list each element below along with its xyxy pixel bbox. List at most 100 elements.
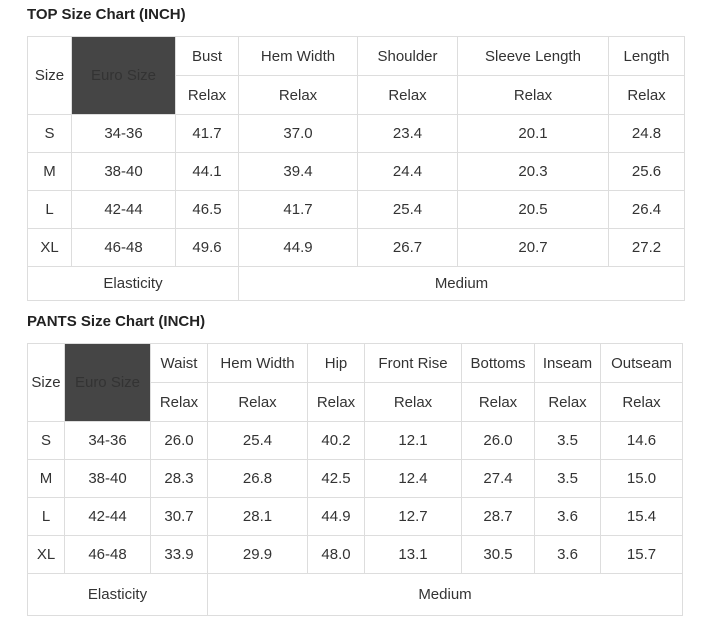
- top-size-chart-table: Size Euro Size Bust Hem Width Shoulder S…: [27, 36, 685, 301]
- top-column-header-size: Size: [27, 36, 72, 115]
- top-header-row: Size Euro Size Bust Hem Width Shoulder S…: [27, 36, 685, 115]
- pants-row-s-euro-size: 34-36: [64, 421, 151, 460]
- top-row-l-size: L: [27, 190, 72, 229]
- top-column-header-sleeve-length: Sleeve Length: [457, 36, 609, 76]
- top-row-xl-hem-width: 44.9: [238, 228, 358, 267]
- pants-row-xl-size: XL: [27, 535, 65, 574]
- pants-row-s-size: S: [27, 421, 65, 460]
- pants-row-xl-hip: 48.0: [307, 535, 365, 574]
- pants-row-xl-inseam: 3.6: [534, 535, 601, 574]
- pants-column-header-outseam: Outseam: [600, 343, 683, 383]
- top-row-s-hem-width: 37.0: [238, 114, 358, 153]
- pants-chart-title: PANTS Size Chart (INCH): [27, 313, 206, 330]
- pants-elasticity-value: Medium: [207, 573, 683, 616]
- top-row-s-sleeve-length: 20.1: [457, 114, 609, 153]
- top-row-m-length: 25.6: [608, 152, 685, 191]
- pants-column-header-waist: Waist: [150, 343, 208, 383]
- top-fit-subheader-shoulder: Relax: [357, 75, 458, 115]
- pants-row-l-size: L: [27, 497, 65, 536]
- top-row-s-length: 24.8: [608, 114, 685, 153]
- pants-column-header-euro-size: Euro Size: [64, 343, 151, 422]
- pants-row-l-waist: 30.7: [150, 497, 208, 536]
- top-column-header-hem-width: Hem Width: [238, 36, 358, 76]
- top-row-m-bust: 44.1: [175, 152, 239, 191]
- table-row: L 42-44 46.5 41.7 25.4 20.5 26.4: [27, 190, 685, 229]
- top-fit-subheader-bust: Relax: [175, 75, 239, 115]
- top-row-s-shoulder: 23.4: [357, 114, 458, 153]
- pants-row-xl-euro-size: 46-48: [64, 535, 151, 574]
- table-row: L 42-44 30.7 28.1 44.9 12.7 28.7 3.6 15.…: [27, 497, 683, 536]
- top-column-header-length: Length: [608, 36, 685, 76]
- top-row-xl-size: XL: [27, 228, 72, 267]
- top-row-l-sleeve-length: 20.5: [457, 190, 609, 229]
- pants-fit-subheader-front-rise: Relax: [364, 382, 462, 422]
- pants-fit-subheader-inseam: Relax: [534, 382, 601, 422]
- top-row-m-size: M: [27, 152, 72, 191]
- pants-row-xl-hem-width: 29.9: [207, 535, 308, 574]
- top-row-xl-sleeve-length: 20.7: [457, 228, 609, 267]
- top-elasticity-label: Elasticity: [27, 266, 239, 301]
- top-row-xl-bust: 49.6: [175, 228, 239, 267]
- top-row-l-length: 26.4: [608, 190, 685, 229]
- pants-row-l-inseam: 3.6: [534, 497, 601, 536]
- top-row-s-euro-size: 34-36: [71, 114, 176, 153]
- pants-column-header-inseam: Inseam: [534, 343, 601, 383]
- table-row: S 34-36 26.0 25.4 40.2 12.1 26.0 3.5 14.…: [27, 421, 683, 460]
- pants-fit-subheader-waist: Relax: [150, 382, 208, 422]
- table-row: M 38-40 44.1 39.4 24.4 20.3 25.6: [27, 152, 685, 191]
- pants-row-l-hem-width: 28.1: [207, 497, 308, 536]
- pants-row-s-bottoms: 26.0: [461, 421, 535, 460]
- pants-column-header-hip: Hip: [307, 343, 365, 383]
- pants-row-m-inseam: 3.5: [534, 459, 601, 498]
- top-row-l-euro-size: 42-44: [71, 190, 176, 229]
- top-row-l-shoulder: 25.4: [357, 190, 458, 229]
- pants-row-m-size: M: [27, 459, 65, 498]
- top-row-m-shoulder: 24.4: [357, 152, 458, 191]
- pants-elasticity-row: Elasticity Medium: [27, 573, 683, 616]
- top-elasticity-row: Elasticity Medium: [27, 266, 685, 301]
- top-row-l-bust: 46.5: [175, 190, 239, 229]
- top-row-s-size: S: [27, 114, 72, 153]
- top-chart-title: TOP Size Chart (INCH): [27, 6, 186, 23]
- pants-row-m-hem-width: 26.8: [207, 459, 308, 498]
- top-size-chart-section: TOP Size Chart (INCH) Size Euro Size Bus…: [27, 6, 709, 301]
- pants-row-m-waist: 28.3: [150, 459, 208, 498]
- top-row-xl-euro-size: 46-48: [71, 228, 176, 267]
- pants-elasticity-label: Elasticity: [27, 573, 208, 616]
- top-row-m-euro-size: 38-40: [71, 152, 176, 191]
- table-row: M 38-40 28.3 26.8 42.5 12.4 27.4 3.5 15.…: [27, 459, 683, 498]
- top-row-s-bust: 41.7: [175, 114, 239, 153]
- pants-column-header-hem-width: Hem Width: [207, 343, 308, 383]
- pants-fit-subheader-hem-width: Relax: [207, 382, 308, 422]
- top-column-header-euro-size: Euro Size: [71, 36, 176, 115]
- pants-fit-subheader-hip: Relax: [307, 382, 365, 422]
- pants-row-l-bottoms: 28.7: [461, 497, 535, 536]
- pants-row-xl-front-rise: 13.1: [364, 535, 462, 574]
- top-fit-subheader-sleeve-length: Relax: [457, 75, 609, 115]
- pants-row-s-hip: 40.2: [307, 421, 365, 460]
- pants-fit-subheader-outseam: Relax: [600, 382, 683, 422]
- table-row: S 34-36 41.7 37.0 23.4 20.1 24.8: [27, 114, 685, 153]
- table-row: XL 46-48 49.6 44.9 26.7 20.7 27.2: [27, 228, 685, 267]
- pants-row-xl-waist: 33.9: [150, 535, 208, 574]
- pants-row-s-inseam: 3.5: [534, 421, 601, 460]
- pants-row-m-outseam: 15.0: [600, 459, 683, 498]
- top-row-m-sleeve-length: 20.3: [457, 152, 609, 191]
- top-column-header-bust: Bust: [175, 36, 239, 76]
- pants-row-m-bottoms: 27.4: [461, 459, 535, 498]
- pants-row-l-euro-size: 42-44: [64, 497, 151, 536]
- table-row: XL 46-48 33.9 29.9 48.0 13.1 30.5 3.6 15…: [27, 535, 683, 574]
- pants-fit-subheader-bottoms: Relax: [461, 382, 535, 422]
- pants-column-header-size: Size: [27, 343, 65, 422]
- top-fit-subheader-length: Relax: [608, 75, 685, 115]
- pants-row-l-outseam: 15.4: [600, 497, 683, 536]
- top-row-xl-shoulder: 26.7: [357, 228, 458, 267]
- pants-row-l-hip: 44.9: [307, 497, 365, 536]
- pants-row-l-front-rise: 12.7: [364, 497, 462, 536]
- top-row-m-hem-width: 39.4: [238, 152, 358, 191]
- pants-fit-subheader-row: Relax Relax Relax Relax Relax Relax Rela…: [28, 382, 683, 422]
- top-fit-subheader-row: Relax Relax Relax Relax Relax: [28, 75, 685, 115]
- pants-row-m-euro-size: 38-40: [64, 459, 151, 498]
- pants-column-header-front-rise: Front Rise: [364, 343, 462, 383]
- pants-row-s-waist: 26.0: [150, 421, 208, 460]
